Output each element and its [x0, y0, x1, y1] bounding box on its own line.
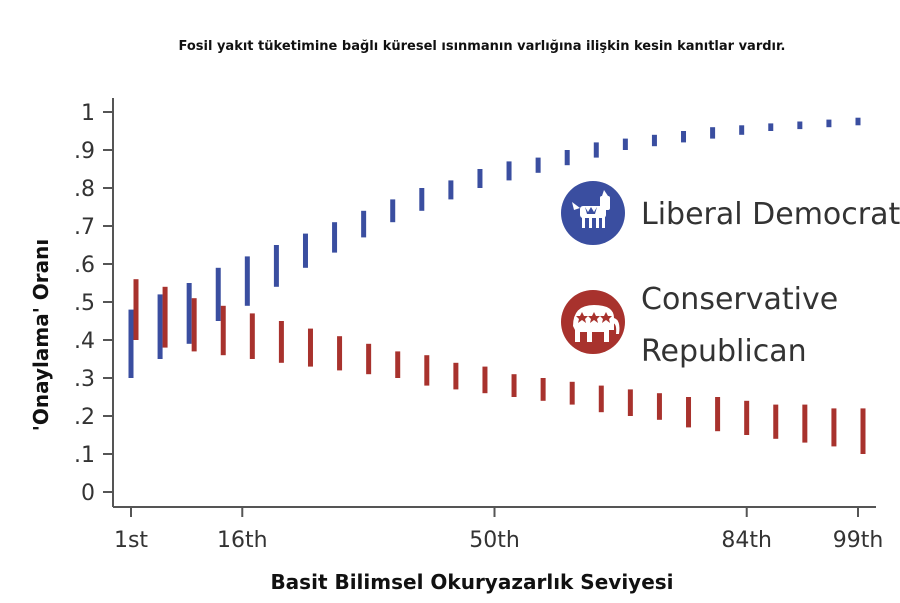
donkey-figure [572, 190, 610, 228]
error-bars [128, 117, 866, 454]
error-bar [622, 138, 628, 150]
y-tick-label: .5 [74, 291, 95, 316]
legend-label-republican-line1: Conservative [641, 282, 838, 317]
error-bar [860, 408, 866, 454]
y-tick-label: .9 [74, 139, 95, 164]
error-bar [744, 400, 750, 435]
y-axis-label: 'Onaylama' Oranı [29, 239, 53, 432]
error-bar [448, 180, 454, 200]
x-tick-label: 84th [721, 528, 772, 553]
y-tick-label: 1 [81, 101, 95, 126]
error-bar [855, 117, 861, 126]
y-tick-label: .4 [74, 329, 95, 354]
y-tick-label: .3 [74, 367, 95, 392]
error-bar [598, 385, 604, 413]
y-tick-label: .1 [74, 443, 95, 468]
error-bar [249, 313, 255, 359]
error-bar [627, 389, 633, 416]
error-bar [215, 267, 221, 321]
error-bar [361, 210, 367, 238]
error-bar [133, 279, 139, 340]
error-bar [540, 378, 546, 401]
chart-title: Fosil yakıt tüketimine bağlı küresel ısı… [179, 39, 786, 54]
error-bar [715, 397, 721, 432]
y-tick-label: .8 [74, 177, 95, 202]
error-bar [157, 294, 163, 359]
y-tick-label: .2 [74, 405, 95, 430]
error-bar [419, 188, 425, 211]
error-bar [366, 343, 372, 375]
error-bar [477, 169, 483, 188]
y-tick-label: .7 [74, 215, 95, 240]
error-bar [453, 362, 459, 390]
error-bar [482, 366, 488, 394]
elephant-figure [573, 305, 620, 342]
series-republican [133, 279, 866, 454]
error-bar [651, 134, 657, 147]
error-bar [797, 121, 803, 130]
error-bar [593, 142, 599, 158]
error-bar [220, 305, 226, 356]
error-bar [802, 404, 808, 443]
error-bar [506, 161, 512, 181]
error-bar [826, 119, 832, 128]
error-bar [710, 127, 716, 139]
error-bar [681, 131, 687, 143]
error-bar [768, 123, 774, 131]
error-bar [739, 125, 745, 135]
error-bar [307, 328, 313, 367]
error-bar [278, 321, 284, 363]
error-bar [773, 404, 779, 439]
error-bar [302, 233, 308, 268]
error-bar [128, 309, 134, 378]
error-bar [424, 355, 430, 386]
error-bar [656, 393, 662, 420]
error-bar [273, 245, 279, 287]
x-axis-label: Basit Bilimsel Okuryazarlık Seviyesi [270, 570, 673, 594]
error-bar [244, 256, 250, 306]
error-bar [569, 381, 575, 405]
series-democrat [128, 117, 861, 378]
x-axis: 1st 16th 50th 84th 99th [113, 506, 884, 553]
legend-label-democrat: Liberal Democrat [641, 197, 900, 232]
error-bar [831, 408, 837, 447]
y-tick-label: .6 [74, 253, 95, 278]
legend-label-republican-line2: Republican [641, 334, 807, 369]
x-tick-label: 99th [833, 528, 884, 553]
legend-item-republican: Conservative Republican [561, 282, 838, 369]
x-tick-label: 50th [469, 528, 520, 553]
error-bar [395, 351, 401, 378]
error-bar [511, 374, 517, 397]
legend: Liberal Democrat Conservative Republican [561, 181, 900, 369]
x-tick-label: 1st [114, 528, 148, 553]
error-bar [332, 222, 338, 253]
error-bar [535, 157, 541, 173]
error-bar [686, 397, 692, 428]
error-bar [162, 286, 168, 348]
error-bar [390, 199, 396, 223]
y-tick-label: 0 [81, 481, 95, 506]
legend-item-democrat: Liberal Democrat [561, 181, 900, 245]
error-bar [191, 298, 197, 352]
y-axis: 0 .1 .2 .3 .4 .5 .6 .7 .8 .9 1 [74, 98, 114, 507]
x-tick-label: 16th [217, 528, 268, 553]
error-bar [337, 336, 343, 371]
error-bar [186, 283, 192, 344]
error-bar [564, 150, 570, 166]
